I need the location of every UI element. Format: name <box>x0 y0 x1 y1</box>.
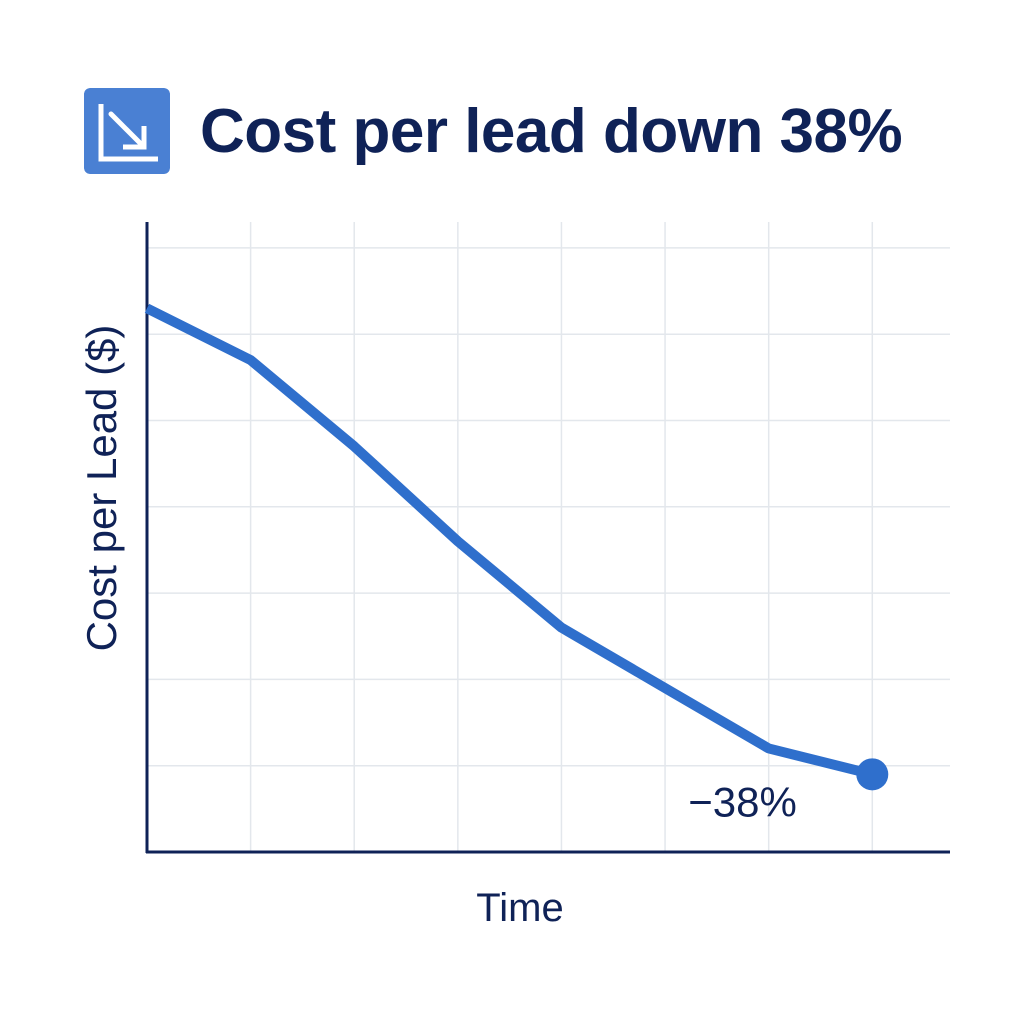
end-point <box>856 758 889 791</box>
annotations-group: −38% <box>688 778 797 825</box>
series-line <box>144 303 874 780</box>
chart-title: Cost per lead down 38% <box>200 96 903 166</box>
trending-down-icon <box>84 88 170 174</box>
x-axis-label: Time <box>476 886 563 930</box>
y-axis-label: Cost per Lead ($) <box>78 325 125 652</box>
chart-header: Cost per lead down 38% <box>84 88 903 174</box>
series-group <box>144 303 889 791</box>
grid <box>147 222 950 852</box>
annotation-label: −38% <box>688 778 797 825</box>
